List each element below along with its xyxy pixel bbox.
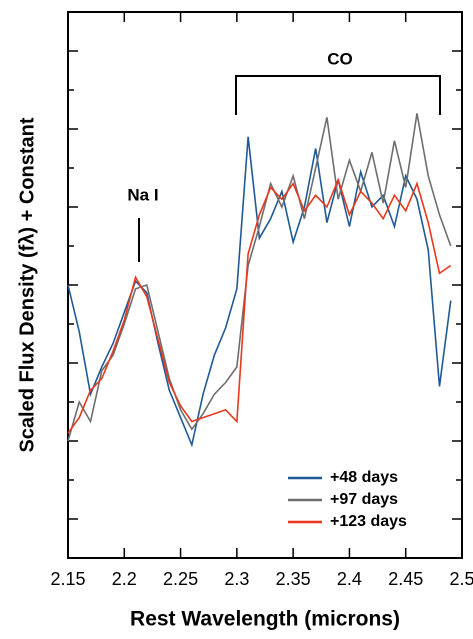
x-tick-label: 2.2 (112, 569, 137, 589)
x-tick-label: 2.35 (276, 569, 311, 589)
annotation-bracket (235, 75, 441, 115)
series-line (67, 177, 452, 434)
series-line (67, 136, 452, 448)
y-axis-label: Scaled Flux Density (fλ) + Constant (16, 117, 38, 452)
annotation: CO (327, 49, 353, 68)
x-tick-label: 2.3 (224, 569, 249, 589)
x-tick-label: 2.4 (337, 569, 362, 589)
x-tick-label: 2.15 (50, 569, 85, 589)
x-tick-label: 2.5 (449, 569, 473, 589)
x-tick-label: 2.45 (388, 569, 423, 589)
series-line (67, 113, 452, 442)
legend-label: +97 days (330, 491, 398, 508)
x-tick-label: 2.25 (163, 569, 198, 589)
annotation: Na I (127, 185, 158, 204)
plot-frame (67, 11, 463, 559)
legend-label: +123 days (330, 513, 407, 530)
legend-label: +48 days (330, 469, 398, 486)
x-axis-label: Rest Wavelength (microns) (130, 608, 400, 631)
